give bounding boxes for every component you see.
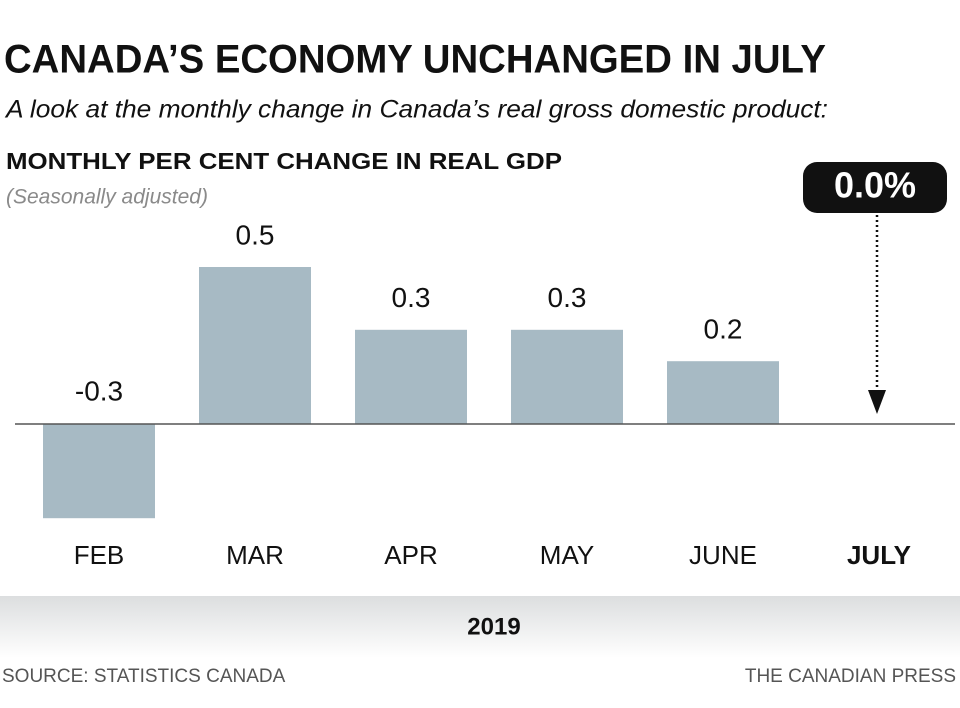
value-label: -0.3 (75, 375, 123, 406)
value-label: 0.3 (392, 282, 431, 313)
credit: THE CANADIAN PRESS (745, 666, 956, 687)
bar (511, 329, 623, 424)
x-tick-label: FEB (74, 540, 125, 570)
x-axis-band (0, 596, 960, 658)
bar (667, 361, 779, 424)
x-tick-label: MAR (226, 540, 284, 570)
x-tick-label: APR (384, 540, 437, 570)
callout-box (803, 162, 947, 213)
x-tick-label: MAY (540, 540, 594, 570)
x-tick-label: JULY (847, 540, 911, 570)
x-axis-label: 2019 (467, 613, 520, 640)
value-label: 0.3 (548, 282, 587, 313)
value-label: 0.5 (236, 219, 275, 250)
bar (355, 329, 467, 424)
value-label: 0.0% (834, 165, 916, 206)
bar (43, 424, 155, 519)
y-axis-label: MONTHLY PER CENT CHANGE IN REAL GDP (6, 148, 562, 174)
chart-title: CANADA’S ECONOMY UNCHANGED IN JULY (4, 38, 826, 82)
note: (Seasonally adjusted) (6, 186, 208, 209)
source: SOURCE: STATISTICS CANADA (2, 666, 286, 687)
subtitle: A look at the monthly change in Canada’s… (4, 96, 828, 124)
bar (199, 267, 311, 424)
value-label: 0.2 (704, 314, 743, 345)
arrow-head (868, 390, 886, 414)
x-tick-label: JUNE (689, 540, 757, 570)
